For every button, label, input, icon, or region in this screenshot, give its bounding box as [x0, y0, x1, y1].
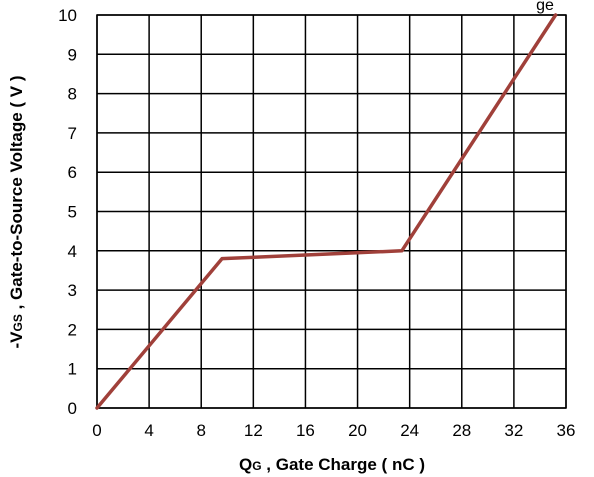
x-tick-label: 32 [504, 421, 523, 440]
y-tick-label: 8 [68, 85, 77, 104]
y-tick-labels: 0 1 2 3 4 5 6 7 8 9 10 [58, 6, 77, 418]
grid-lines [96, 14, 567, 409]
series-group [95, 13, 558, 410]
chart-title-fragment: ge [536, 0, 554, 14]
y-tick-label: 1 [68, 360, 77, 379]
y-tick-label: 7 [68, 124, 77, 143]
x-tick-label: 12 [244, 421, 263, 440]
x-tick-label: 8 [196, 421, 205, 440]
series-line [95, 13, 558, 410]
x-tick-label: 4 [144, 421, 153, 440]
x-tick-label: 0 [92, 421, 101, 440]
y-tick-label: 2 [68, 320, 77, 339]
x-axis-label: QG , Gate Charge ( nC ) [239, 455, 425, 474]
y-tick-label: 10 [58, 6, 77, 25]
y-tick-label: 0 [68, 399, 77, 418]
y-axis-label-main: -V [7, 331, 26, 349]
y-axis-label: -VGS , Gate-to-Source Voltage ( V ) [7, 76, 26, 349]
y-tick-label: 3 [68, 281, 77, 300]
x-tick-label: 16 [296, 421, 315, 440]
plot-border [96, 14, 567, 409]
y-tick-label: 5 [68, 203, 77, 222]
y-tick-label: 9 [68, 45, 77, 64]
x-tick-labels: 0 4 8 12 16 20 24 28 32 36 [92, 421, 575, 440]
y-axis-label-rest: , Gate-to-Source Voltage ( V ) [7, 76, 26, 315]
y-tick-label: 4 [68, 242, 77, 261]
y-tick-label: 6 [68, 163, 77, 182]
y-axis-label-sub: GS [11, 314, 25, 331]
x-tick-label: 28 [452, 421, 471, 440]
x-tick-label: 24 [400, 421, 419, 440]
x-tick-label: 36 [557, 421, 576, 440]
x-axis-label-rest: , Gate Charge ( nC ) [262, 455, 425, 474]
x-axis-label-sub: G [252, 459, 261, 473]
plot-frame [96, 14, 567, 409]
x-tick-label: 20 [348, 421, 367, 440]
x-axis-label-main: Q [239, 455, 252, 474]
